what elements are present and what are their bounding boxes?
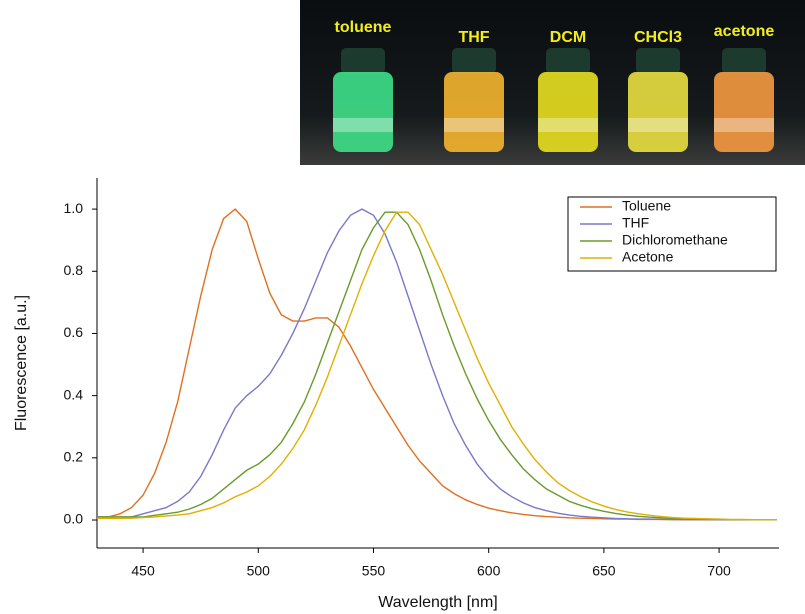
vial-cap [722,48,766,74]
legend-label: THF [622,215,649,231]
vial-band [628,118,688,132]
vial-band [714,118,774,132]
vial-body [333,72,393,152]
vial-body [538,72,598,152]
x-tick-label: 600 [477,563,501,579]
series-line [97,208,777,521]
y-tick-label: 0.0 [64,511,84,527]
inset-label: CHCl3 [634,29,682,46]
x-tick-label: 700 [707,563,731,579]
series-line [97,211,777,521]
y-tick-label: 0.4 [64,386,84,402]
y-tick-label: 0.6 [64,324,84,340]
inset-label: acetone [714,23,775,40]
vial-band [333,118,393,132]
vial-cap [341,48,385,74]
y-axis-label: Fluorescence [a.u.] [13,295,30,431]
x-tick-label: 450 [131,563,155,579]
vial-cap [452,48,496,74]
vial-body [628,72,688,152]
vial-band [444,118,504,132]
vial-body [714,72,774,152]
x-axis-label: Wavelength [nm] [378,594,497,611]
inset-label: THF [458,29,489,46]
y-tick-label: 0.2 [64,449,84,465]
vial-band [538,118,598,132]
x-tick-label: 500 [247,563,271,579]
y-tick-label: 1.0 [64,200,84,216]
y-tick-label: 0.8 [64,262,84,278]
vial-cap [546,48,590,74]
x-tick-label: 650 [592,563,616,579]
legend-label: Toluene [622,198,671,214]
vial-cap [636,48,680,74]
inset-label: DCM [550,29,586,46]
legend-label: Acetone [622,249,674,265]
x-tick-label: 550 [362,563,386,579]
series-line [97,211,777,521]
vial-body [444,72,504,152]
legend-label: Dichloromethane [622,232,728,248]
inset-label: toluene [335,19,392,36]
